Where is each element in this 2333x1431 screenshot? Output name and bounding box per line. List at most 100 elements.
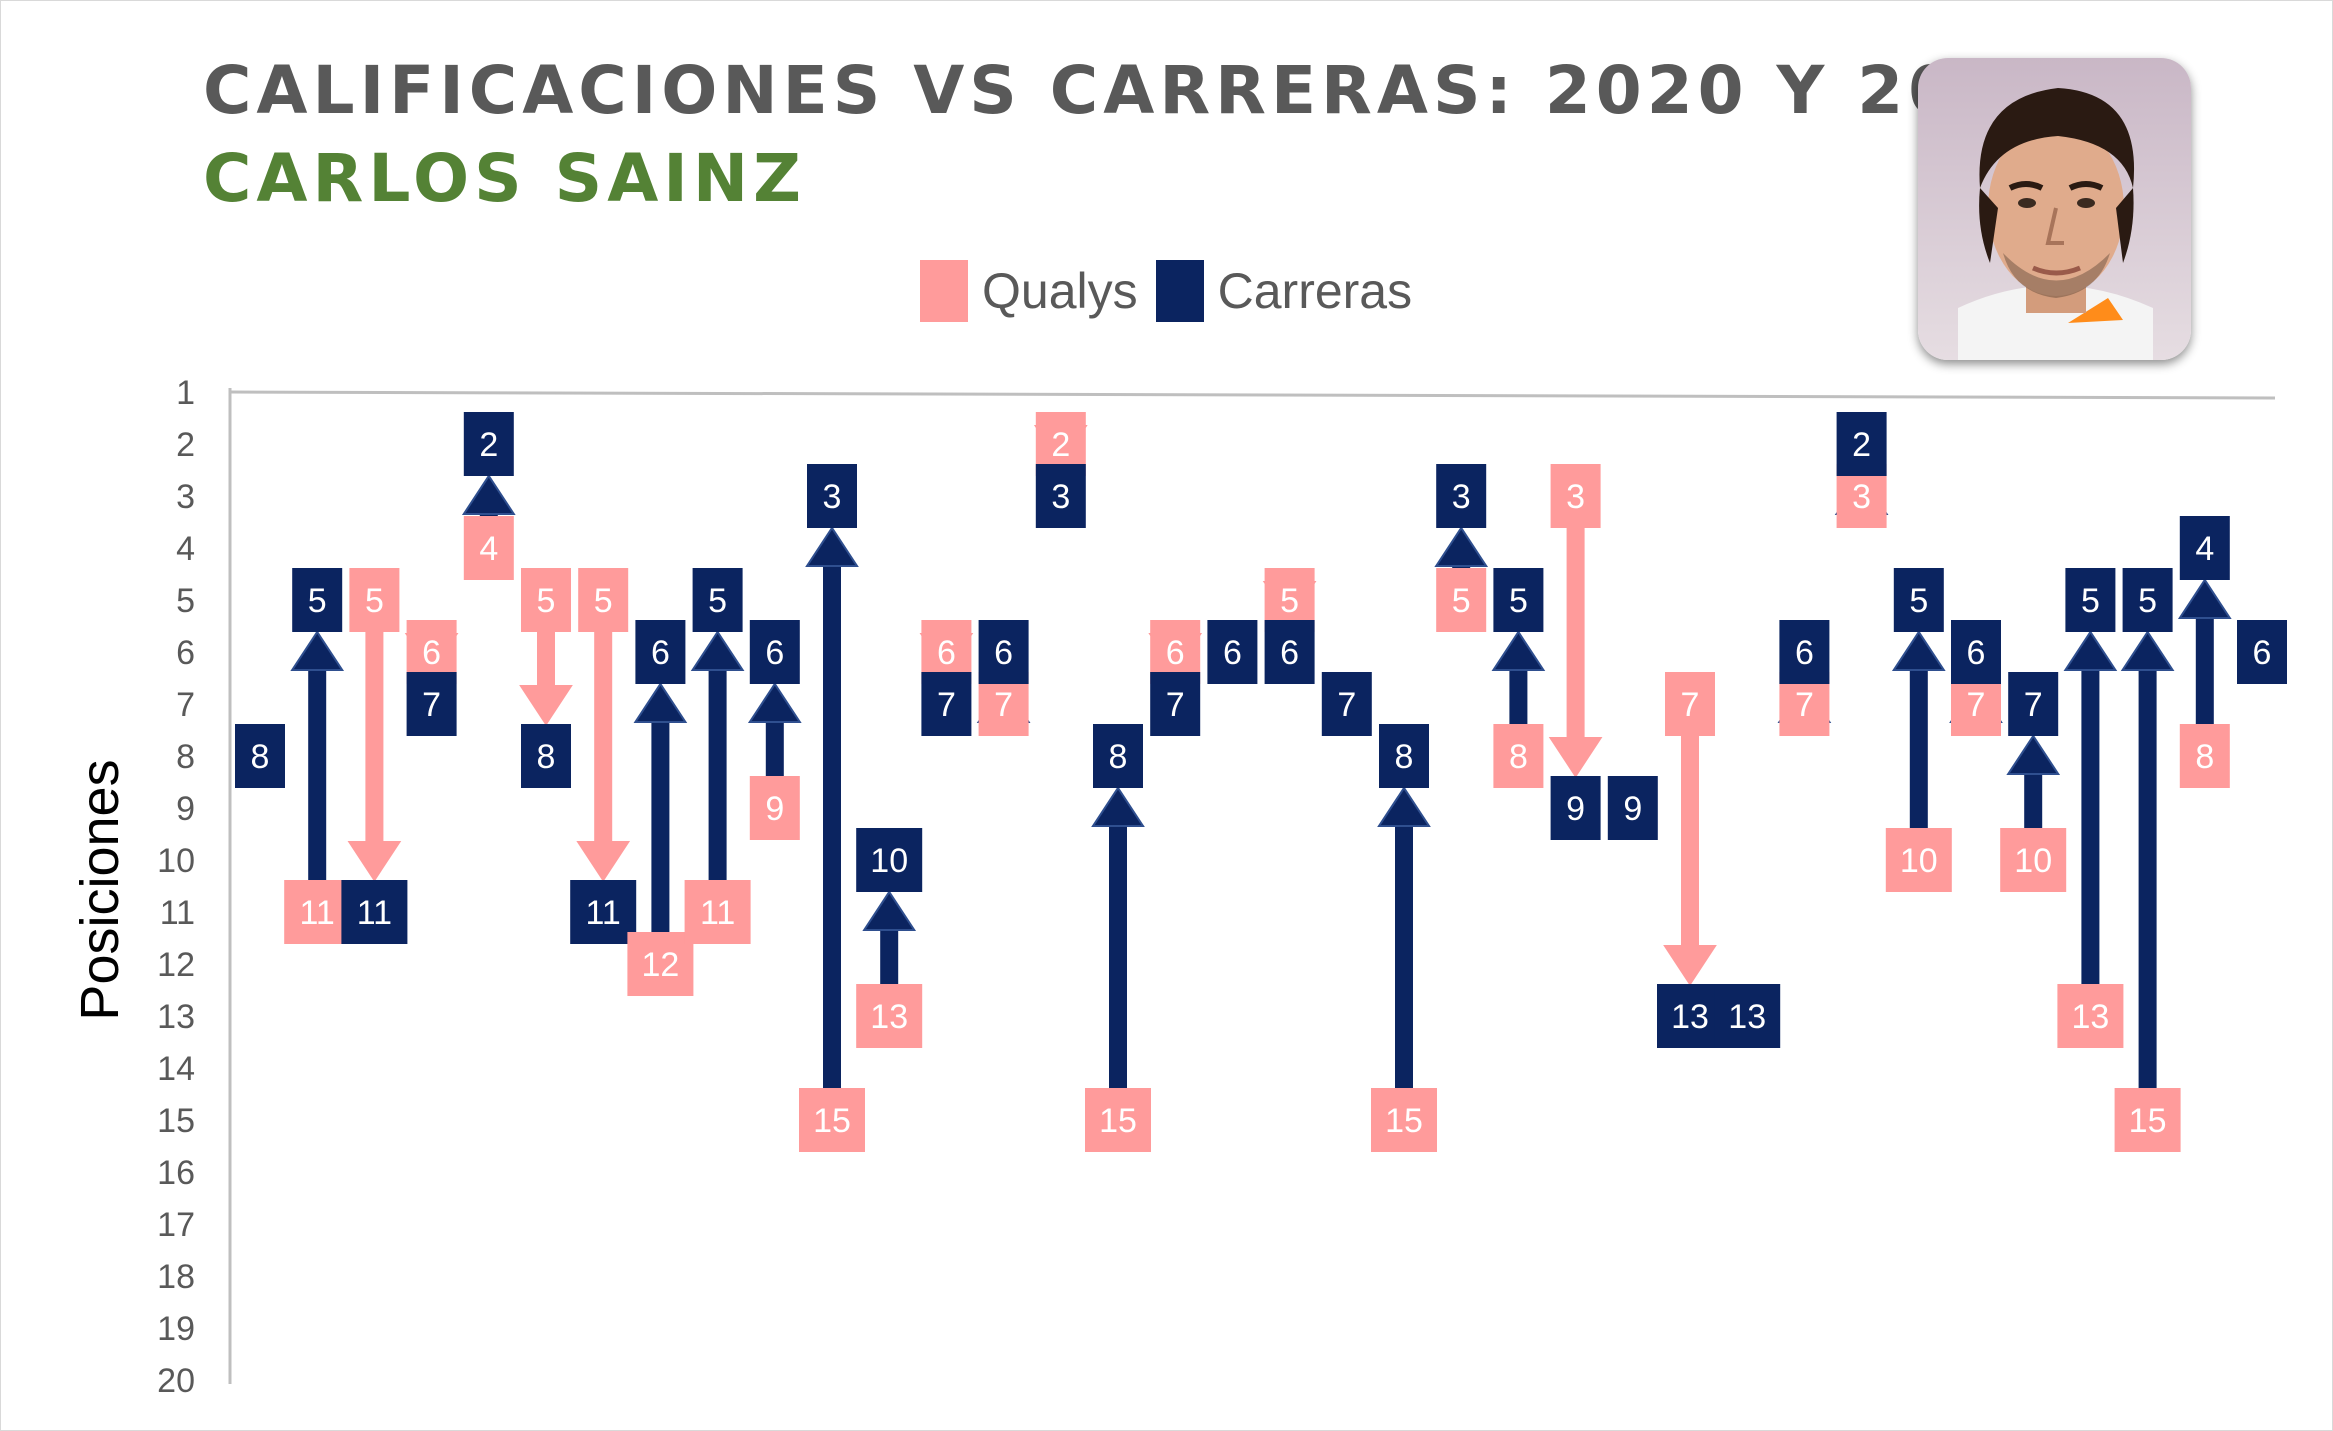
arrow-shaft-race-11 (823, 566, 841, 1120)
race-marker-8-box (635, 620, 686, 684)
qualy-marker-11-label: 15 (813, 1102, 851, 1140)
qualy-marker-31-label: 7 (1967, 686, 1986, 724)
qualy-marker-8-box (627, 932, 694, 996)
race-marker-15-box (1035, 464, 1086, 528)
race-marker-33-label: 5 (2081, 582, 2100, 620)
race-marker-26-box (1657, 984, 1723, 1048)
race-marker-33-box (2065, 568, 2116, 632)
race-marker-25-label: 9 (1623, 790, 1642, 828)
arrow-head-race-11 (805, 526, 859, 567)
y-tick-label-10: 10 (157, 842, 195, 880)
qualy-marker-6-box (521, 568, 571, 632)
arrow-shaft-race-30 (1909, 670, 1928, 860)
qualy-marker-2-box (284, 880, 351, 944)
qualy-marker-11-box (799, 1088, 865, 1152)
arrow-head-race-21 (1377, 786, 1431, 827)
qualy-marker-26-box (1665, 672, 1715, 736)
y-tick-label-6: 6 (176, 634, 195, 672)
race-marker-17-box (1150, 672, 1201, 736)
race-marker-18-box (1207, 620, 1258, 684)
y-tick-label-3: 3 (176, 478, 195, 516)
race-marker-21-label: 8 (1395, 738, 1414, 776)
race-marker-13-label: 7 (937, 686, 956, 724)
race-marker-6-box (521, 724, 571, 788)
arrow-head-race-22 (1434, 526, 1489, 567)
qualy-marker-16-box (1085, 1088, 1151, 1152)
qualy-marker-6-label: 5 (537, 582, 556, 620)
qualy-marker-33-box (2057, 984, 2124, 1048)
qualy-marker-17-label: 6 (1166, 634, 1185, 672)
race-marker-34-box (2122, 568, 2173, 632)
qualy-marker-21-label: 15 (1385, 1102, 1423, 1140)
qualy-marker-4-label: 6 (422, 634, 441, 672)
qualy-marker-7-label: 5 (594, 582, 613, 620)
qualy-marker-14-label: 7 (994, 686, 1013, 724)
arrow-head-race-16 (1091, 786, 1145, 827)
arrow-head-race-32 (2006, 734, 2061, 775)
race-marker-11-label: 3 (823, 478, 842, 516)
qualy-marker-22-label: 5 (1452, 582, 1471, 620)
race-marker-31-box (1951, 620, 2001, 684)
qualy-marker-34-box (2114, 1088, 2181, 1152)
y-tick-label-19: 19 (157, 1310, 195, 1348)
qualy-marker-23-label: 8 (1509, 738, 1528, 776)
qualy-marker-3-label: 5 (365, 582, 384, 620)
arrow-shaft-race-16 (1109, 826, 1127, 1120)
qualy-marker-28-label: 7 (1795, 686, 1814, 724)
race-marker-3-label: 11 (357, 894, 392, 932)
y-tick-label-16: 16 (157, 1154, 195, 1192)
qualy-marker-24-box (1550, 464, 1601, 528)
race-marker-35-label: 4 (2195, 530, 2214, 568)
qualy-marker-10-box (749, 776, 800, 840)
arrow-head-race-26 (1663, 945, 1717, 986)
race-marker-24-label: 9 (1566, 790, 1585, 828)
driver-portrait-icon (1918, 58, 2191, 360)
qualy-marker-12-label: 13 (870, 998, 908, 1036)
y-tick-label-2: 2 (176, 426, 195, 464)
qualy-marker-16-label: 15 (1099, 1102, 1137, 1140)
legend-swatch-carreras (1155, 260, 1204, 322)
arrow-shaft-race-3 (365, 600, 384, 842)
y-tick-label-18: 18 (157, 1258, 195, 1296)
arrow-head-race-23 (1491, 630, 1546, 671)
qualy-marker-30-label: 10 (1900, 842, 1938, 880)
qualy-marker-26-label: 7 (1681, 686, 1700, 724)
arrow-head-race-3 (347, 841, 402, 882)
arrow-shaft-race-26 (1681, 704, 1699, 946)
qualy-marker-32-box (2000, 828, 2067, 892)
y-tick-label-8: 8 (176, 738, 195, 776)
race-marker-4-label: 7 (422, 686, 441, 724)
race-marker-36-box (2237, 620, 2287, 684)
qualy-marker-23-box (1493, 724, 1544, 788)
legend-item-carreras: Carreras (1155, 260, 1412, 322)
chart-title: CALIFICACIONES VS CARRERAS: 2020 Y 2021 (203, 52, 2061, 129)
race-marker-3-box (341, 880, 408, 944)
race-marker-20-label: 7 (1337, 686, 1356, 724)
y-tick-label-13: 13 (157, 998, 195, 1036)
qualy-marker-13-label: 6 (937, 634, 956, 672)
race-marker-35-box (2179, 516, 2230, 580)
qualy-marker-22-box (1436, 568, 1487, 632)
y-tick-label-7: 7 (176, 686, 195, 724)
qualy-marker-29-label: 3 (1852, 478, 1871, 516)
legend-item-qualys: Qualys (920, 260, 1138, 322)
race-marker-27-label: 13 (1728, 998, 1766, 1036)
y-tick-label-20: 20 (157, 1362, 195, 1400)
legend-label-qualys: Qualys (982, 263, 1138, 319)
race-marker-32-box (2008, 672, 2059, 736)
qualy-marker-21-box (1371, 1088, 1437, 1152)
y-tick-label-12: 12 (157, 946, 195, 984)
qualy-marker-35-label: 8 (2195, 738, 2214, 776)
race-marker-21-box (1379, 724, 1429, 788)
race-marker-7-box (570, 880, 637, 944)
race-marker-23-box (1493, 568, 1544, 632)
qualy-marker-12-box (856, 984, 923, 1048)
arrow-head-race-2 (290, 630, 345, 671)
arrow-head-race-7 (576, 841, 631, 882)
x-axis-line (229, 390, 2276, 400)
race-marker-5-label: 2 (479, 426, 498, 464)
race-marker-4-box (406, 672, 457, 736)
race-marker-29-box (1836, 412, 1887, 476)
race-marker-16-box (1093, 724, 1143, 788)
race-marker-34-label: 5 (2138, 582, 2157, 620)
